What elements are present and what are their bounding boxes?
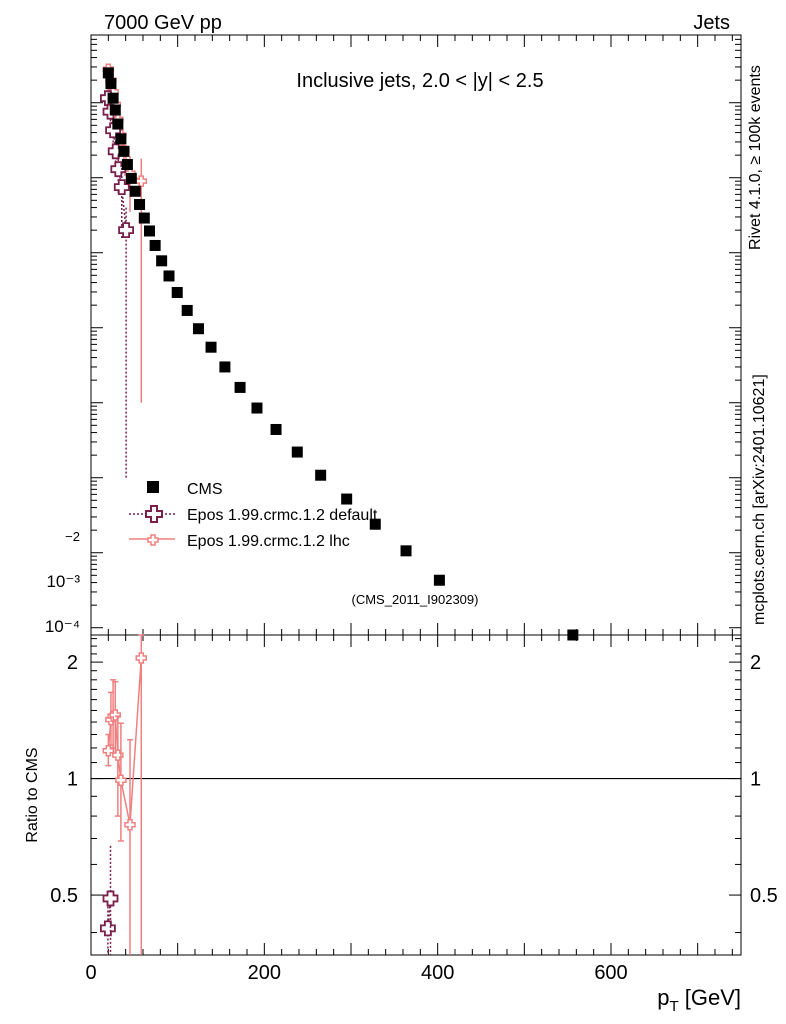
legend-cms-marker (147, 481, 159, 493)
energy-label: 7000 GeV pp (104, 12, 222, 34)
cms-point (138, 212, 150, 224)
ratio-y-tick-label-1: 1 (67, 769, 78, 791)
legend-epos-lhc-label: Epos 1.99.crmc.1.2 lhc (187, 533, 350, 550)
legend-entry-epos-default: Epos 1.99.crmc.1.2 default (129, 505, 378, 524)
cms-point (107, 92, 119, 104)
ratio-axis-ticks (90, 635, 741, 955)
legend-cms-label: CMS (187, 481, 223, 498)
ratio-y-tick-label-right-2: 2 (750, 652, 761, 674)
x-tick-label-200: 200 (248, 962, 281, 984)
main-y-tick-labels: −2 10⁻³ 10⁻⁴ (45, 529, 81, 636)
cms-point (149, 239, 161, 251)
cms-point (315, 469, 327, 481)
ratio-y-tick-label-0.5: 0.5 (50, 885, 78, 907)
ratio-y-tick-label-right-0.5: 0.5 (750, 885, 778, 907)
ratio-epos-lhc-point (135, 652, 148, 664)
cms-point (112, 118, 124, 130)
ratio-epos-lhc-point (102, 745, 115, 757)
ratio-epos-lhc-point (124, 818, 136, 831)
legend-epos-lhc-marker (147, 534, 159, 546)
mcplots-label: mcplots.cern.ch [arXiv:2401.10621] (751, 374, 768, 625)
cms-point (105, 78, 117, 90)
cms-point (102, 67, 114, 79)
ratio-series-epos-lhc (102, 634, 148, 955)
cms-point (234, 381, 246, 393)
epos-lhc-point (135, 175, 148, 187)
epos-default-point (113, 179, 130, 196)
cms-point (118, 145, 130, 157)
x-tick-labels: 0 200 400 600 (85, 962, 627, 984)
rivet-version-label: Rivet 4.1.0, ≥ 100k events (747, 65, 764, 250)
ratio-y-tick-labels: 0.5 1 2 0.5 1 2 (50, 652, 778, 907)
cms-point (163, 270, 175, 282)
ratio-series (100, 634, 148, 955)
cms-point (134, 198, 146, 210)
ratio-series-epos-default (100, 845, 119, 955)
legend: CMS Epos 1.99.crmc.1.2 default Epos 1.99… (129, 481, 378, 550)
cms-point (144, 225, 155, 237)
ratio-panel: 0.5 1 2 0.5 1 2 Ratio to CMS 0 200 400 6… (24, 634, 778, 1015)
cms-point (115, 133, 127, 145)
cms-point (341, 493, 353, 505)
ratio-frame (90, 634, 742, 956)
main-series (100, 63, 579, 641)
main-panel: Inclusive jets, 2.0 < |y| < 2.5 (CMS_201… (45, 34, 742, 641)
cms-point (400, 545, 412, 557)
legend-epos-default-marker (145, 505, 163, 523)
cms-point (181, 304, 193, 316)
cms-point (205, 341, 217, 353)
cms-point (109, 104, 121, 116)
cms-point (433, 574, 445, 586)
cms-point (156, 255, 168, 267)
analysis-tag: (CMS_2011_I902309) (352, 592, 479, 607)
y-tick-label-exp3: 10⁻³ (46, 572, 80, 591)
legend-entry-epos-lhc: Epos 1.99.crmc.1.2 lhc (129, 533, 350, 550)
ratio-epos-default-point (100, 920, 116, 937)
y-tick-label-exp4: 10⁻⁴ (45, 617, 80, 636)
x-axis-title: pT [GeV] (657, 985, 741, 1015)
cms-point (270, 423, 282, 435)
ratio-y-tick-label-2: 2 (67, 652, 78, 674)
ratio-axis-title: Ratio to CMS (24, 747, 41, 842)
legend-entry-cms: CMS (147, 481, 223, 498)
x-tick-label-400: 400 (421, 962, 454, 984)
cms-point (219, 361, 231, 373)
category-label: Jets (693, 12, 730, 34)
ratio-y-tick-label-right-1: 1 (750, 769, 761, 791)
cms-point (125, 172, 137, 184)
epos-default-point (118, 222, 134, 239)
cms-point (369, 518, 381, 530)
cms-point (251, 402, 263, 414)
y-tick-label-exp2: −2 (65, 529, 80, 544)
x-tick-label-0: 0 (85, 962, 96, 984)
ratio-epos-lhc-point (112, 749, 124, 761)
ratio-epos-lhc-point (115, 774, 127, 787)
main-axis-ticks (90, 34, 741, 635)
series-cms (102, 67, 579, 641)
cms-point (121, 159, 133, 171)
legend-epos-default-label: Epos 1.99.crmc.1.2 default (187, 507, 378, 524)
cms-point (129, 185, 141, 197)
x-tick-label-600: 600 (594, 962, 627, 984)
plot-title: Inclusive jets, 2.0 < |y| < 2.5 (296, 70, 543, 92)
ratio-epos-default-point (102, 890, 119, 907)
cms-point (171, 286, 183, 298)
cms-point (291, 446, 303, 458)
cms-point (192, 323, 204, 335)
